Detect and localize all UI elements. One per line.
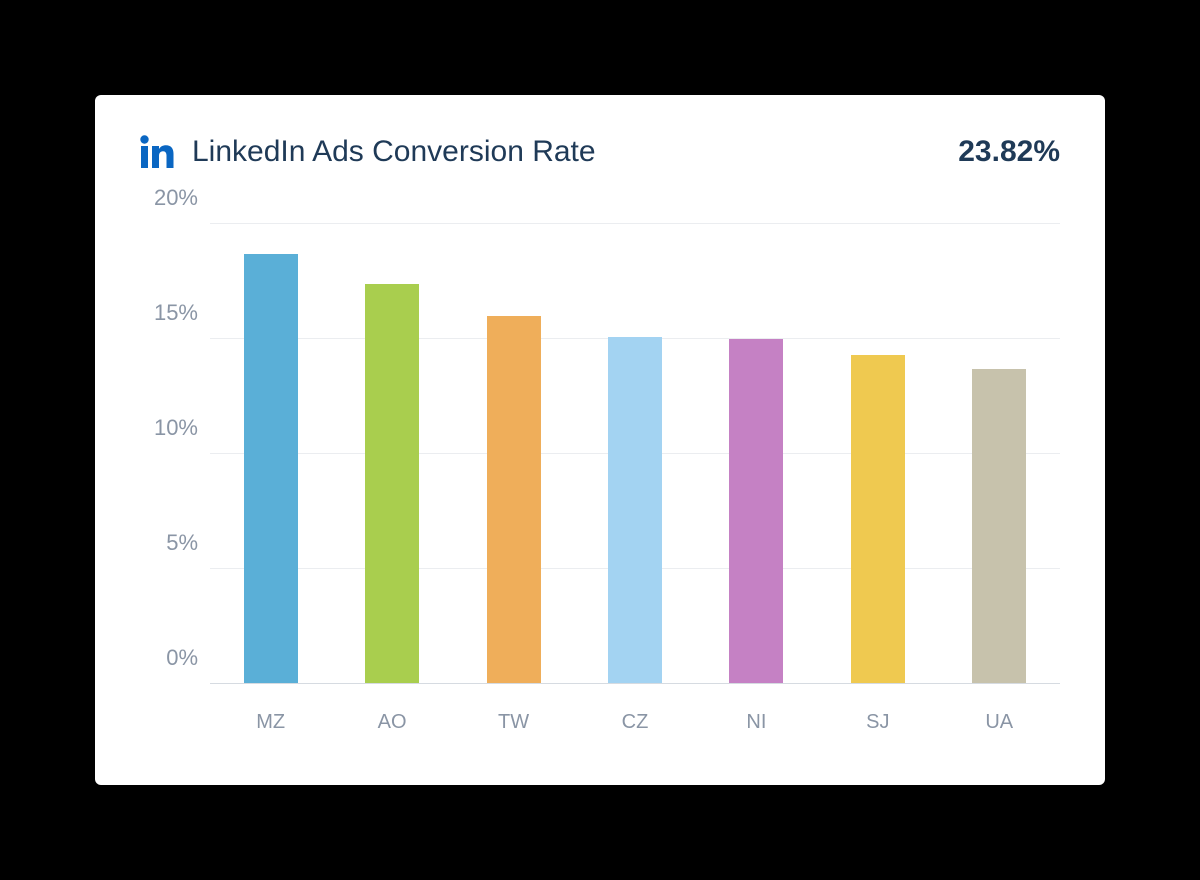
y-tick-label: 10%: [154, 415, 198, 441]
chart-card: LinkedIn Ads Conversion Rate 23.82% 0% 5%…: [95, 95, 1105, 785]
summary-metric: 23.82%: [958, 135, 1060, 169]
bar: [608, 337, 662, 684]
bar-slot: [939, 224, 1060, 684]
bar: [365, 284, 419, 684]
bar: [851, 355, 905, 684]
x-tick-label: TW: [453, 693, 574, 734]
y-axis: 0%5%10%15%20%: [140, 224, 210, 684]
bar: [729, 339, 783, 684]
bar-slot: [331, 224, 452, 684]
plot-area: [210, 224, 1060, 684]
bar: [487, 316, 541, 684]
y-tick-label: 15%: [154, 300, 198, 326]
bar-slot: [453, 224, 574, 684]
card-header: LinkedIn Ads Conversion Rate 23.82%: [140, 135, 1060, 169]
bars-container: [210, 224, 1060, 684]
x-tick-label: NI: [696, 693, 817, 734]
chart-area: 0%5%10%15%20% MZAOTWCZNISJUA: [140, 224, 1060, 734]
y-tick-label: 0%: [166, 645, 198, 671]
bar: [244, 254, 298, 684]
x-axis-labels: MZAOTWCZNISJUA: [210, 693, 1060, 734]
x-tick-label: AO: [331, 693, 452, 734]
bar-slot: [817, 224, 938, 684]
bar-slot: [210, 224, 331, 684]
x-tick-label: CZ: [574, 693, 695, 734]
baseline: [210, 683, 1060, 684]
bar: [972, 369, 1026, 684]
y-tick-label: 5%: [166, 530, 198, 556]
x-tick-label: MZ: [210, 693, 331, 734]
bar-slot: [696, 224, 817, 684]
header-left: LinkedIn Ads Conversion Rate: [140, 135, 596, 169]
linkedin-icon: [140, 135, 174, 169]
x-tick-label: SJ: [817, 693, 938, 734]
x-tick-label: UA: [939, 693, 1060, 734]
chart-title: LinkedIn Ads Conversion Rate: [192, 135, 596, 169]
y-tick-label: 20%: [154, 185, 198, 211]
bar-slot: [574, 224, 695, 684]
